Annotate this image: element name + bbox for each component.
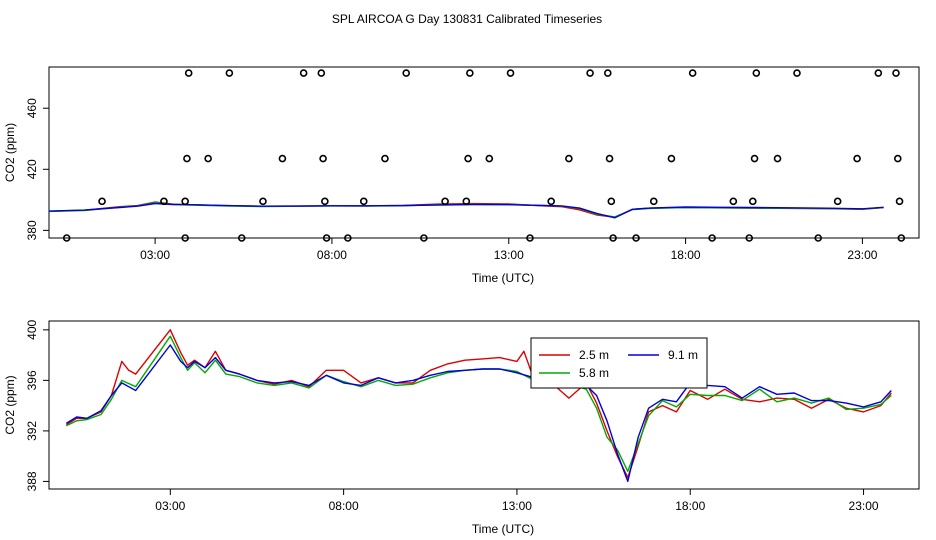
series-line [65, 335, 892, 472]
data-point [708, 234, 716, 242]
data-point [466, 69, 474, 77]
y-tick-label: 396 [25, 370, 39, 390]
x-tick-label: 23:00 [847, 248, 877, 262]
legend-box [530, 337, 708, 389]
series-line [65, 344, 892, 483]
data-point [62, 234, 71, 242]
data-point [160, 197, 168, 206]
data-point [793, 69, 801, 77]
data-point [688, 69, 697, 77]
legend-label: 2.5 m [579, 348, 609, 362]
data-point [814, 234, 823, 242]
x-tick-label: 08:00 [329, 499, 359, 513]
data-point [729, 197, 738, 206]
data-point [565, 154, 573, 163]
data-point [322, 234, 331, 242]
data-point [853, 154, 861, 163]
x-tick-label: 08:00 [317, 248, 347, 262]
data-point [441, 197, 449, 206]
y-axis-label: CO2 (ppm) [3, 375, 17, 434]
x-axis-label: Time (UTC) [472, 522, 534, 536]
x-tick-label: 13:00 [494, 248, 524, 262]
data-point [299, 69, 308, 77]
y-tick-label: 460 [25, 98, 39, 118]
data-point [183, 154, 191, 163]
plot-frame [48, 320, 920, 490]
data-point [181, 234, 189, 242]
data-point [237, 234, 246, 242]
data-point [317, 69, 326, 77]
data-point [609, 234, 617, 242]
data-point [892, 69, 900, 77]
x-tick-label: 03:00 [140, 248, 170, 262]
data-point [204, 154, 212, 163]
plot-area [49, 201, 884, 219]
data-point [649, 197, 658, 206]
data-point [752, 69, 761, 77]
data-point [667, 154, 676, 163]
data-point [897, 234, 906, 242]
data-point [586, 69, 594, 77]
data-point [420, 234, 428, 242]
plot-area [65, 329, 892, 483]
data-point [359, 197, 368, 206]
x-tick-label: 18:00 [675, 499, 705, 513]
chart-title: SPL AIRCOA G Day 130831 Calibrated Times… [332, 12, 602, 26]
data-point [605, 154, 614, 163]
data-point [321, 197, 329, 206]
data-point [547, 197, 555, 206]
y-tick-label: 420 [25, 159, 39, 179]
x-axis-label: Time (UTC) [472, 271, 534, 285]
data-point [225, 69, 234, 77]
x-tick-label: 23:00 [849, 499, 879, 513]
plot-frame [48, 66, 920, 239]
legend-label: 9.1 m [668, 348, 698, 362]
data-point [402, 69, 410, 77]
data-point [462, 197, 471, 206]
data-point [526, 234, 534, 242]
data-point [895, 197, 904, 206]
series-line [49, 202, 884, 219]
data-point [506, 69, 515, 77]
data-point [184, 69, 193, 77]
data-point [344, 234, 352, 242]
data-point [319, 154, 327, 163]
data-point [833, 197, 842, 206]
bottom-panel: 03:00 08:00 13:00 18:00 23:00 388 392 396 400 Tim… [3, 320, 920, 536]
data-point [259, 197, 267, 206]
data-point [748, 197, 757, 206]
data-point [893, 154, 902, 163]
x-tick-label: 18:00 [671, 248, 701, 262]
y-tick-label: 388 [25, 471, 39, 491]
x-tick-label: 03:00 [155, 499, 185, 513]
data-point [773, 154, 782, 163]
data-point [464, 154, 472, 163]
y-tick-label: 392 [25, 421, 39, 441]
data-point [632, 234, 640, 242]
data-point [603, 69, 612, 77]
data-point [874, 69, 883, 77]
legend-label: 5.8 m [579, 366, 609, 380]
y-axis-label: CO2 (ppm) [3, 123, 17, 182]
data-point [98, 197, 106, 206]
top-panel: 03:00 08:00 13:00 18:00 23:00 380 420 460 Time (… [3, 66, 920, 285]
data-point [485, 154, 494, 163]
data-point [278, 154, 287, 163]
y-tick-label: 400 [25, 320, 39, 340]
data-point [381, 154, 389, 163]
x-tick-label: 13:00 [502, 499, 532, 513]
data-point [750, 154, 759, 163]
y-tick-label: 380 [25, 220, 39, 240]
legend: 2.5 m 9.1 m 5.8 m [530, 337, 708, 389]
data-point [745, 234, 754, 242]
data-point [181, 197, 189, 206]
data-point [607, 197, 616, 206]
series-line [65, 329, 892, 479]
